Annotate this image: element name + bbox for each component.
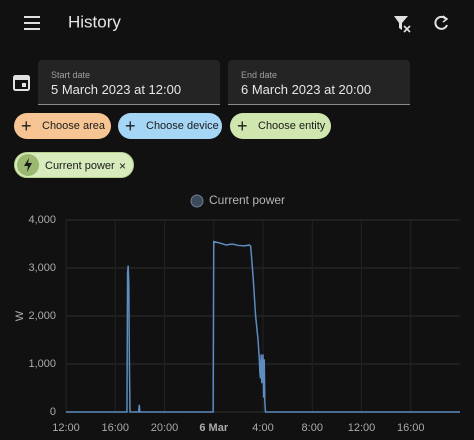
x-tick-label: 4:00 [252, 422, 273, 434]
selected-chip[interactable]: Current power × [14, 152, 134, 178]
y-axis-label: W [14, 310, 26, 321]
page-title: History [68, 12, 121, 31]
chip-label: Choose entity [258, 120, 326, 132]
top-bar: History [0, 0, 474, 46]
entity-icon [17, 154, 39, 176]
y-tick-label: 0 [50, 406, 56, 418]
refresh-button[interactable] [434, 15, 449, 30]
x-tick-label: 20:00 [151, 422, 179, 434]
menu-button[interactable] [24, 16, 40, 30]
x-tick-label: 6 Mar [199, 422, 228, 434]
start-date-field[interactable]: Start date 5 March 2023 at 12:00 [38, 60, 220, 105]
x-tick-label: 12:00 [52, 422, 80, 434]
choose-chip[interactable]: + Choose device [118, 113, 222, 139]
field-label: Start date [51, 70, 91, 80]
chip-label: Choose device [146, 120, 219, 132]
chip-label: Choose area [42, 120, 105, 132]
x-tick-label: 16:00 [397, 422, 425, 434]
data-line [66, 240, 460, 413]
x-tick-label: 8:00 [302, 422, 323, 434]
y-tick-label: 1,000 [28, 358, 56, 370]
y-tick-label: 4,000 [28, 214, 56, 226]
choose-chip[interactable]: + Choose entity [230, 113, 331, 139]
y-tick-label: 3,000 [28, 262, 56, 274]
field-value: 5 March 2023 at 12:00 [51, 82, 182, 97]
remove-chip[interactable]: × [119, 159, 127, 173]
chart: Current power W 0 1,000 2,000 3,000 4,000 12:00… [14, 193, 460, 434]
choose-chip[interactable]: + Choose area [14, 113, 111, 139]
calendar-icon[interactable] [12, 73, 32, 93]
legend-marker [190, 194, 204, 208]
field-label: End date [241, 70, 278, 80]
end-date-field[interactable]: End date 6 March 2023 at 20:00 [228, 60, 410, 105]
clear-filter-button[interactable] [394, 16, 411, 33]
x-tick-label: 12:00 [348, 422, 376, 434]
legend-label: Current power [209, 193, 285, 207]
top-bar-bg [0, 0, 474, 46]
y-tick-label: 2,000 [28, 310, 56, 322]
field-value: 6 March 2023 at 20:00 [241, 82, 372, 97]
x-tick-label: 16:00 [101, 422, 129, 434]
chip-label: Current power [45, 160, 115, 172]
